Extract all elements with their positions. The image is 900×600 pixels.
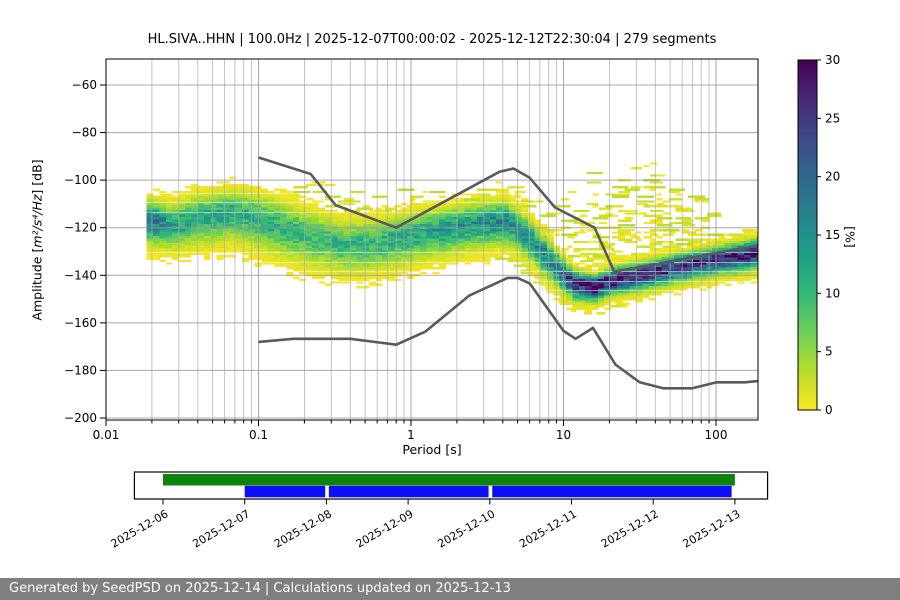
low-noise-model-line — [258, 276, 758, 390]
timeline-date-label: 2025-12-11 — [517, 507, 579, 550]
timeline-blue-segment — [328, 485, 489, 498]
svg-text:−80: −80 — [72, 126, 97, 140]
svg-text:0.01: 0.01 — [93, 428, 120, 442]
svg-text:−160: −160 — [64, 316, 97, 330]
timeline-green-span — [163, 474, 735, 486]
svg-text:−60: −60 — [72, 78, 97, 92]
svg-text:10: 10 — [556, 428, 571, 442]
svg-text:10: 10 — [825, 286, 840, 300]
high-noise-model-line — [258, 156, 759, 274]
timeline-blue-segment — [492, 485, 732, 498]
timeline-date-label: 2025-12-12 — [599, 507, 661, 550]
svg-text:−200: −200 — [64, 411, 97, 425]
svg-text:−140: −140 — [64, 268, 97, 282]
y-tick-labels: −60 −80 −100 −120 −140 −160 −180 −200 — [64, 78, 97, 425]
colorbar-tick-labels: 0 5 10 15 20 25 30 — [825, 53, 840, 417]
plot-title: HL.SIVA..HHN | 100.0Hz | 2025-12-07T00:0… — [147, 32, 717, 47]
timeline-date-label: 2025-12-08 — [272, 507, 334, 550]
timeline-date-label: 2025-12-13 — [681, 507, 743, 550]
svg-text:5: 5 — [825, 345, 833, 359]
svg-text:1: 1 — [407, 428, 415, 442]
grid-lines — [105, 59, 758, 420]
x-axis-label: Period [s] — [402, 442, 462, 457]
svg-text:−100: −100 — [64, 173, 97, 187]
timeline-blue-segment — [244, 485, 326, 498]
svg-text:15: 15 — [825, 228, 840, 242]
footer-text: Generated by SeedPSD on 2025-12-14 | Cal… — [9, 581, 511, 596]
colorbar: 0 5 10 15 20 25 30 — [797, 53, 840, 417]
svg-text:0.1: 0.1 — [249, 428, 268, 442]
axes-frame: 0.01 0.1 1 10 100−60−80−100−120−140−160−180−… — [64, 58, 759, 442]
svg-text:0: 0 — [825, 403, 833, 417]
svg-text:20: 20 — [825, 170, 840, 184]
noise-model-lines — [258, 156, 759, 390]
timeline-date-label: 2025-12-10 — [435, 507, 497, 550]
svg-text:−120: −120 — [64, 221, 97, 235]
svg-text:25: 25 — [825, 111, 840, 125]
timeline-date-label: 2025-12-06 — [109, 507, 171, 550]
availability-timeline: 2025-12-06 2025-12-07 2025-12-08 2025-12-09… — [109, 471, 769, 551]
timeline-date-labels: 2025-12-06 2025-12-07 2025-12-08 2025-12-09… — [109, 507, 743, 550]
timeline-date-label: 2025-12-09 — [354, 507, 416, 550]
timeline-date-label: 2025-12-07 — [190, 507, 252, 550]
x-tick-labels: 0.01 0.1 1 10 100 — [93, 428, 728, 442]
ppsd-plot-canvas: 0.01 0.1 1 10 100−60−80−100−120−140−160−180−… — [64, 53, 840, 551]
svg-text:−180: −180 — [64, 363, 97, 377]
svg-text:30: 30 — [825, 53, 840, 67]
footer-bar: Generated by SeedPSD on 2025-12-14 | Cal… — [0, 578, 900, 600]
ppsd-histogram-cells — [146, 162, 758, 315]
svg-text:100: 100 — [705, 428, 728, 442]
